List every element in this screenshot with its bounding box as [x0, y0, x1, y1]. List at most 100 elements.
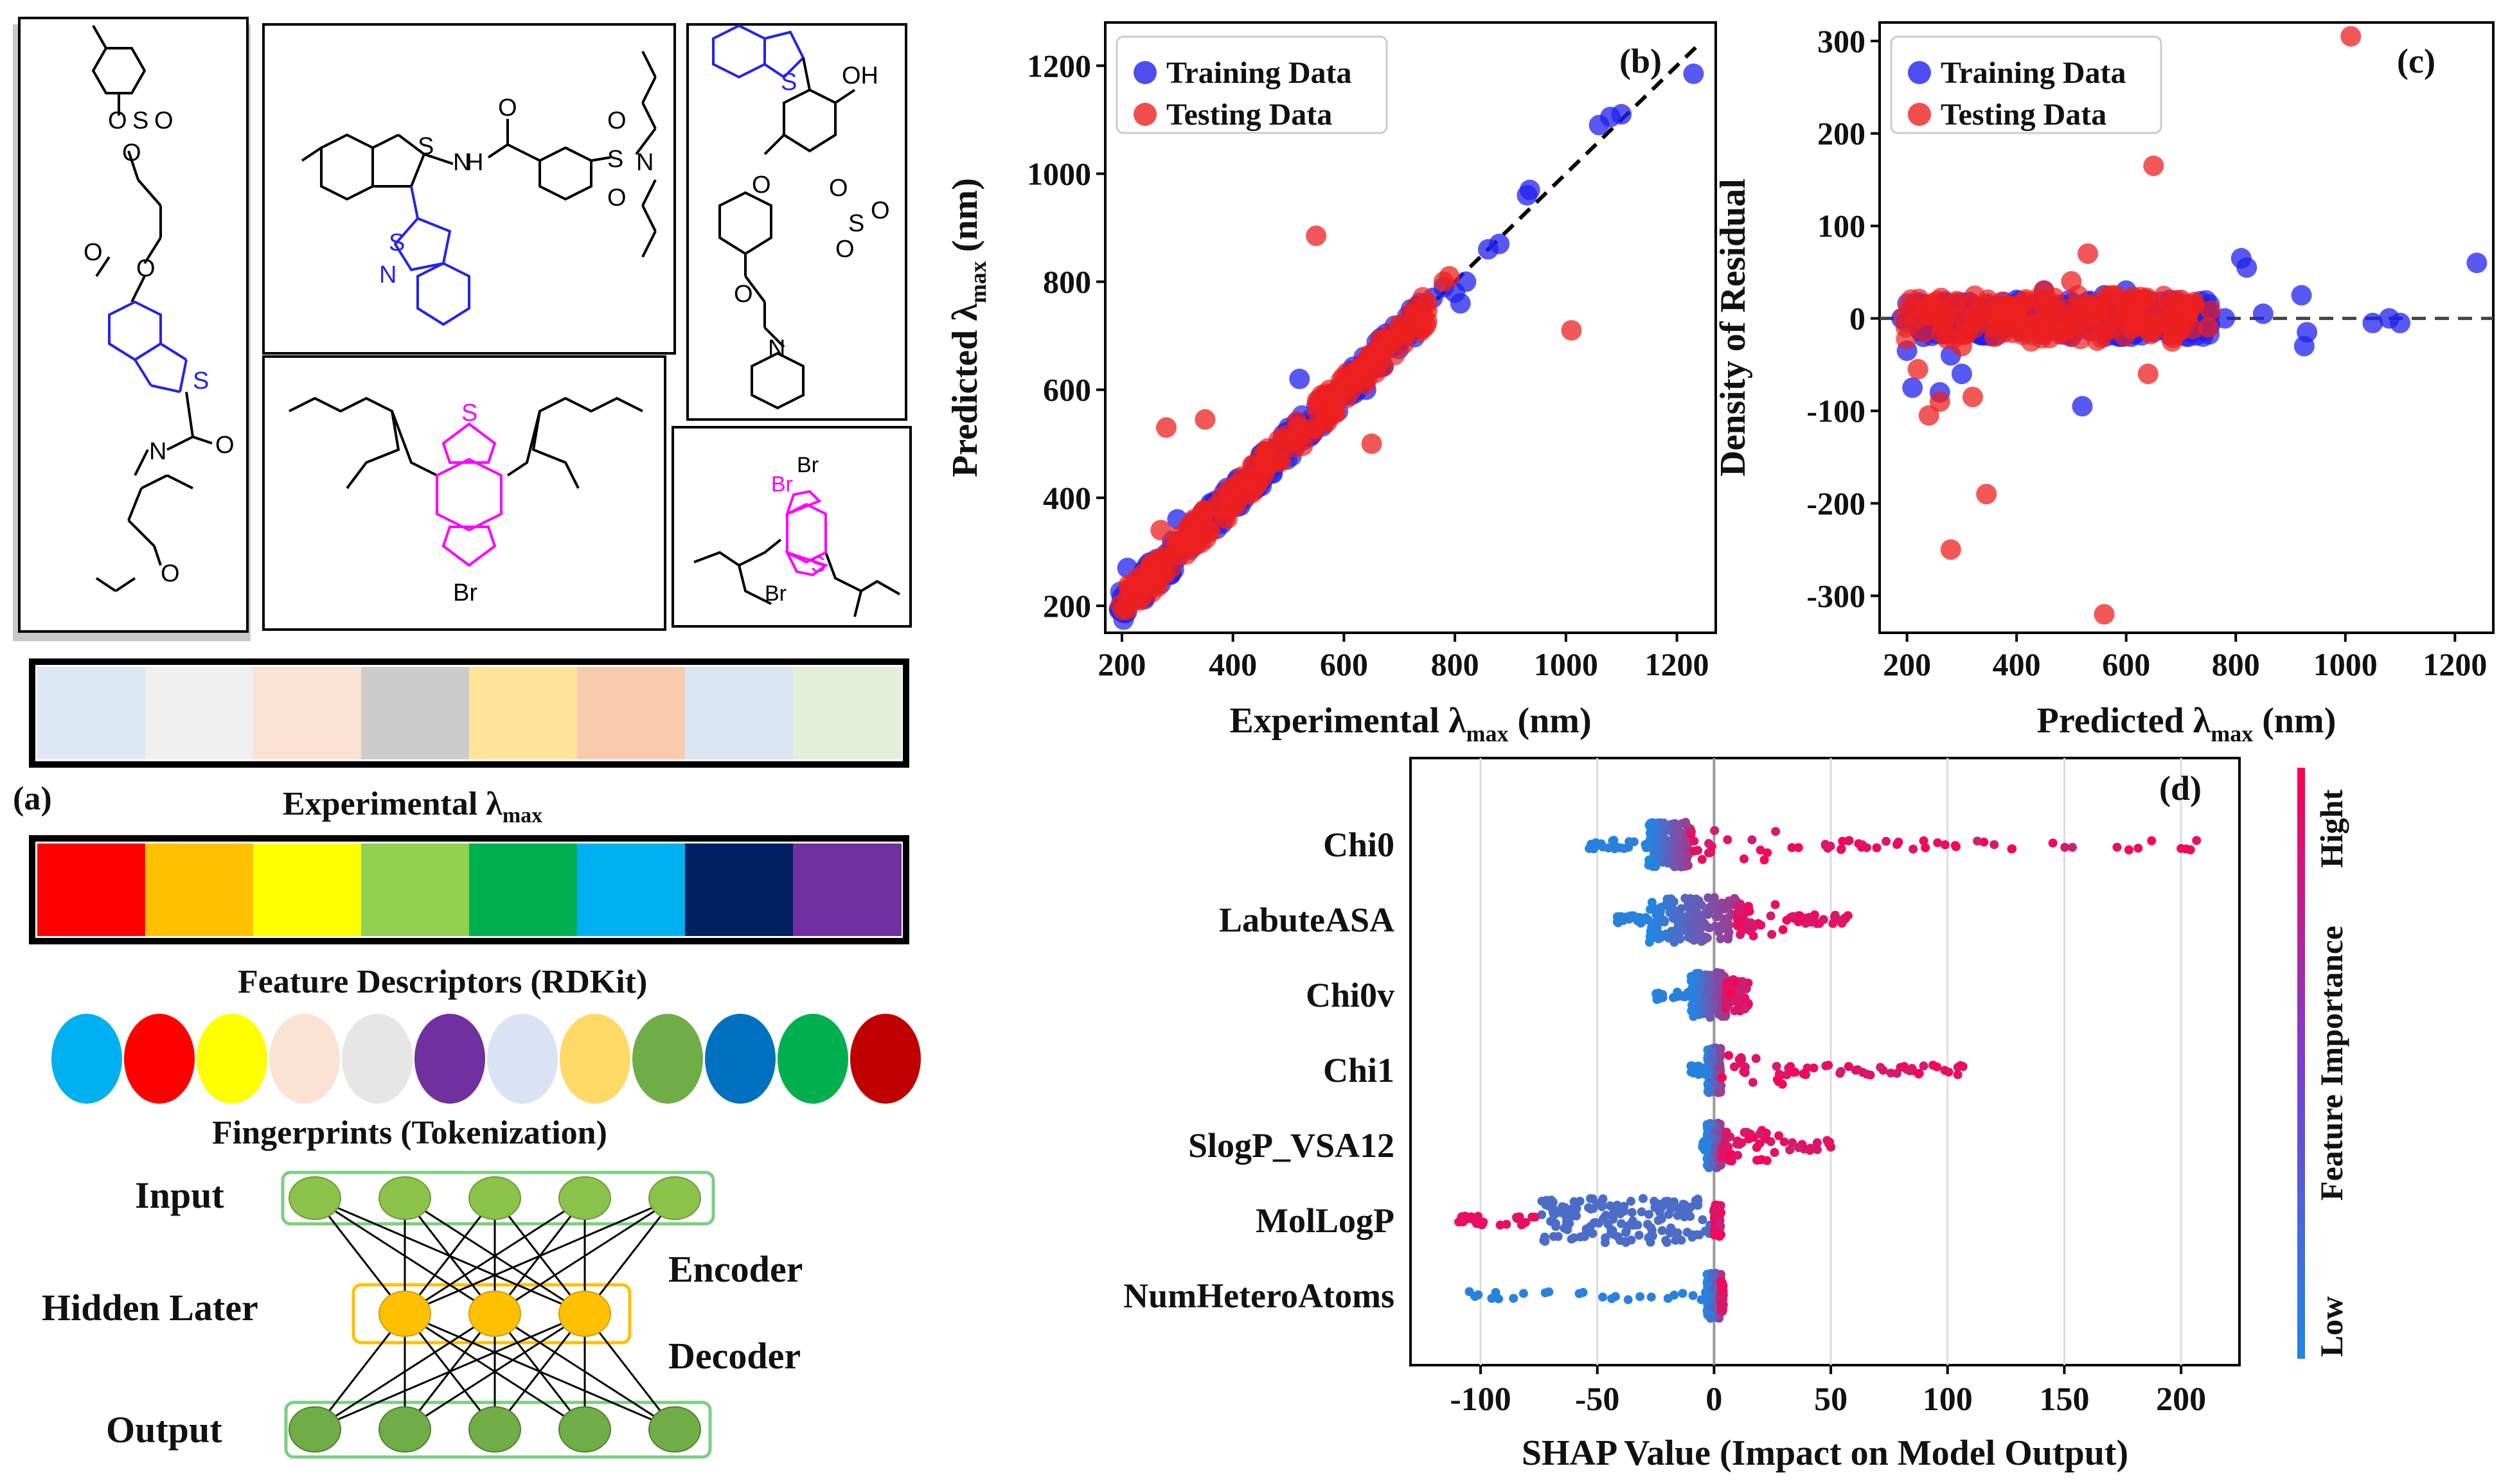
shap-point [1652, 922, 1662, 932]
fingerprint-token [778, 1014, 848, 1104]
shap-point [1464, 1287, 1474, 1296]
testing-point [2153, 285, 2175, 306]
atom-label: O [734, 281, 753, 308]
shap-point [1872, 843, 1882, 852]
shap-point [1812, 1138, 1822, 1147]
legend-frame [1890, 35, 2162, 134]
experimental-swatch [361, 667, 470, 759]
atom-label: N [636, 149, 654, 176]
shap-point [1809, 1063, 1819, 1073]
legend: Training Data Testing Data [1890, 35, 2162, 134]
spectrum-swatch [361, 844, 470, 936]
shap-point [1650, 1196, 1659, 1206]
testing-point [1328, 387, 1349, 409]
shap-point [1674, 1203, 1684, 1213]
shap-point [1799, 1069, 1808, 1079]
shap-point [1684, 861, 1693, 870]
shap-point [1710, 826, 1720, 835]
x-axis-title: SHAP Value (Impact on Model Output) [1522, 1433, 2128, 1473]
testing-point [2340, 26, 2362, 47]
experimental-bar-frame [29, 658, 909, 768]
atom-label: S [132, 107, 148, 134]
hidden-node [378, 1291, 431, 1337]
shap-point [1617, 1219, 1626, 1228]
x-tick-label: 400 [1209, 646, 1257, 682]
spectrum-swatch [37, 844, 146, 936]
atom-label: N [149, 438, 166, 465]
molecule-2-benzothiazole [393, 186, 470, 326]
testing-point [1256, 455, 1277, 476]
shap-point [1914, 1069, 1923, 1079]
shap-point [1466, 1212, 1476, 1222]
shap-point [1703, 986, 1713, 996]
training-point [1519, 179, 1540, 200]
shap-point [1973, 836, 1982, 846]
spectrum-swatch [469, 844, 578, 936]
y-axis-title: Predicted λmax (nm) [945, 178, 991, 477]
shap-point [1751, 1054, 1761, 1063]
shap-point [2124, 845, 2133, 854]
testing-point [1378, 331, 1399, 352]
shap-point [1862, 1070, 1872, 1079]
testing-point [1915, 300, 1936, 321]
training-point [1611, 103, 1632, 125]
shap-point [1600, 1238, 1610, 1248]
shap-point [1719, 1144, 1729, 1154]
network-edge [583, 1197, 676, 1314]
shap-point [1644, 937, 1654, 947]
atom-label: Br [797, 453, 819, 477]
atom-label: O [607, 107, 627, 134]
shap-point [1747, 835, 1757, 845]
fingerprint-ellipses [51, 1014, 921, 1104]
atom-label: OH [842, 62, 878, 89]
shap-point [1686, 894, 1695, 903]
shap-point [1598, 842, 1608, 852]
testing-point [1272, 428, 1294, 449]
testing-point [2096, 315, 2117, 337]
training-point [2072, 396, 2093, 417]
testing-point [1306, 225, 1327, 247]
shap-point [1789, 1068, 1799, 1077]
input-node [468, 1176, 521, 1220]
shap-point [1658, 990, 1668, 1000]
shap-point [1627, 1208, 1637, 1217]
atom-label: S [389, 229, 405, 256]
input-layer-frame [281, 1170, 715, 1226]
shap-point [1683, 991, 1693, 1000]
shap-point [2176, 844, 2186, 853]
atom-label: H [466, 149, 483, 176]
shap-point [1683, 901, 1693, 910]
shap-point [1657, 1226, 1667, 1235]
shap-point [1759, 855, 1769, 865]
spectrum-color-bar [29, 835, 909, 944]
shap-point [1697, 854, 1707, 864]
testing-point [2033, 280, 2054, 301]
atom-label: O [154, 107, 174, 134]
testing-point [1896, 328, 1917, 349]
shap-point [1749, 923, 1758, 932]
shap-point [1708, 1269, 1718, 1279]
training-point [1489, 233, 1510, 254]
molecule-3-core [436, 422, 503, 567]
shap-point [1649, 861, 1659, 871]
shap-point [1726, 997, 1736, 1007]
training-point [2236, 257, 2257, 278]
shap-point [1708, 1002, 1718, 1011]
testing-point [2114, 326, 2135, 347]
molecule-3 [289, 396, 643, 490]
testing-point [2078, 243, 2099, 264]
network-edge [404, 1197, 585, 1315]
shap-point [1806, 917, 1816, 927]
shap-point [1767, 930, 1777, 939]
shap-point [1739, 1067, 1749, 1077]
shap-point [1601, 1210, 1611, 1220]
y-tick-label: 100 [1817, 208, 1865, 244]
testing-point [1195, 409, 1216, 430]
network-edge [404, 1197, 496, 1314]
shap-point [1717, 1073, 1727, 1082]
shap-point [1713, 975, 1723, 985]
shap-point [1653, 847, 1662, 856]
spectrum-bar-frame [29, 835, 909, 944]
feature-label: SlogP_VSA12 [1188, 1126, 1394, 1165]
shap-point [1778, 925, 1788, 935]
